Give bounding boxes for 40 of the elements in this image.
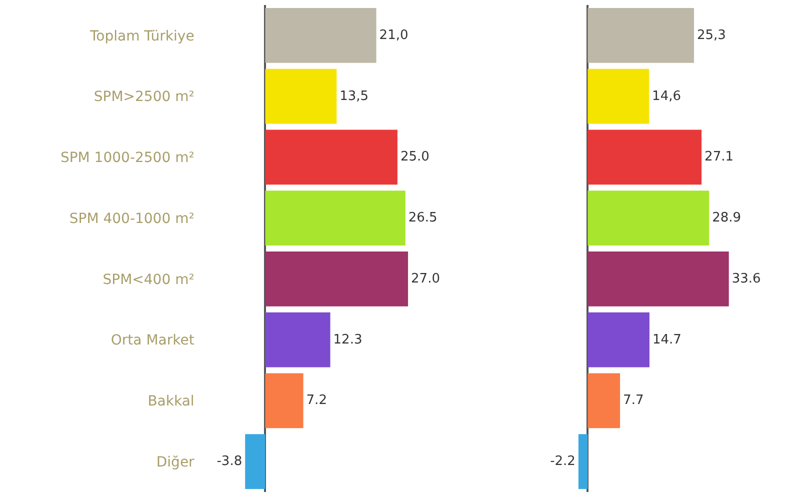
bar xyxy=(588,312,650,368)
data-label: 14,6 xyxy=(652,88,681,104)
data-label: 21,0 xyxy=(379,28,408,43)
y-tick-label: Toplam Türkiye xyxy=(88,28,194,44)
bar xyxy=(588,68,650,124)
bar xyxy=(245,434,266,489)
bar xyxy=(578,434,588,489)
data-label: 26.5 xyxy=(408,210,438,226)
data-label: 25.0 xyxy=(400,150,430,165)
data-label: 27.0 xyxy=(411,271,440,286)
data-label: 27.1 xyxy=(704,150,734,165)
bar xyxy=(588,373,620,428)
data-label: -3.8 xyxy=(216,454,242,470)
data-label: 33.6 xyxy=(732,271,761,286)
y-tick-label: Bakkal xyxy=(148,394,194,410)
bar xyxy=(265,190,406,246)
data-label: 7.2 xyxy=(306,393,327,408)
data-label: 14.7 xyxy=(652,332,682,348)
bar xyxy=(265,68,337,124)
y-tick-label: SPM<400 m² xyxy=(102,272,194,288)
y-tick-label: SPM 400-1000 m² xyxy=(69,210,194,227)
bar xyxy=(265,252,408,306)
bar xyxy=(265,312,330,368)
y-tick-label: Diğer xyxy=(156,454,195,470)
y-tick-label: SPM>2500 m² xyxy=(94,89,194,106)
data-label: 25,3 xyxy=(696,28,726,43)
data-label: 13,5 xyxy=(340,88,369,104)
bar xyxy=(588,190,710,246)
data-label: 28.9 xyxy=(712,210,742,226)
y-tick-label: SPM 1000-2500 m² xyxy=(60,150,194,166)
bar xyxy=(588,130,702,185)
y-tick-label: Orta Market xyxy=(110,332,195,349)
data-label: 12.3 xyxy=(333,332,362,348)
bar xyxy=(588,8,694,63)
bar xyxy=(265,130,398,185)
data-label: 7.7 xyxy=(623,393,644,408)
bar xyxy=(265,373,304,428)
data-label: -2.2 xyxy=(550,454,576,470)
bar xyxy=(588,252,729,306)
bar xyxy=(265,8,376,63)
